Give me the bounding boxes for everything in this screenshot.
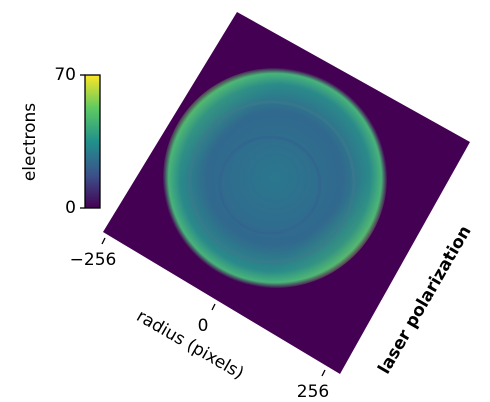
colorbar-tick-label: 70 xyxy=(54,65,76,85)
colorbar xyxy=(84,74,101,209)
image xyxy=(103,12,470,374)
x-tick-label: 0 xyxy=(198,316,209,336)
x-axis-label: radius (pixels) xyxy=(133,306,247,383)
x-tick xyxy=(321,369,326,377)
x-tick-label: −256 xyxy=(70,250,117,270)
colorbar-tick-label: 0 xyxy=(65,198,76,218)
x-tick-label: 256 xyxy=(297,382,329,402)
x-tick xyxy=(211,303,216,311)
colorbar-label: electrons xyxy=(20,103,40,181)
x-tick xyxy=(101,237,106,245)
